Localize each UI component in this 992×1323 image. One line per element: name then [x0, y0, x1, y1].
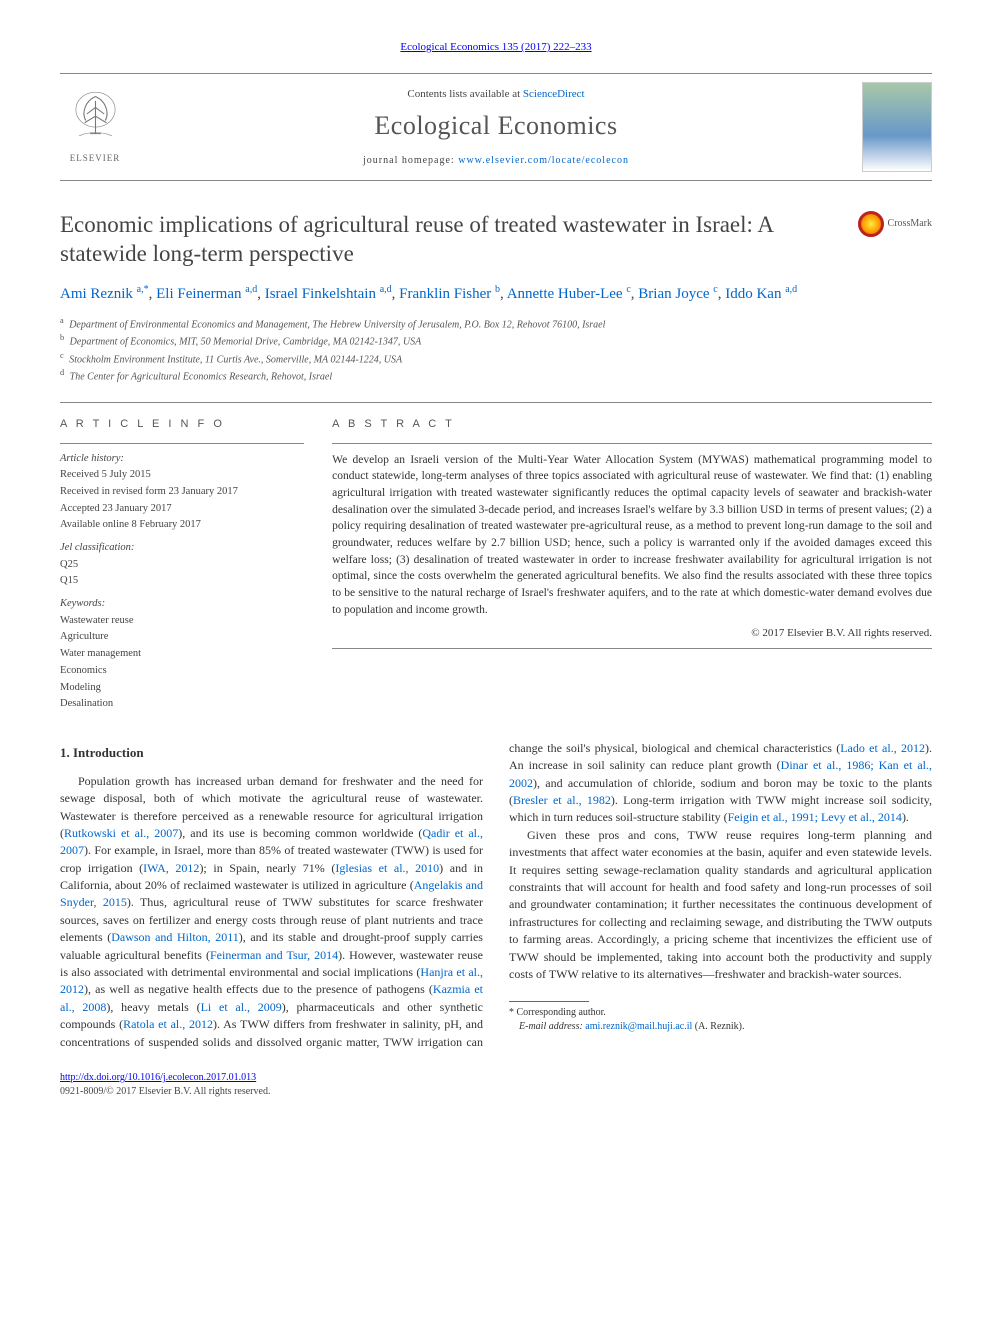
- citation-link[interactable]: Dawson and Hilton, 2011: [111, 930, 239, 944]
- history-item: Available online 8 February 2017: [60, 518, 304, 533]
- homepage-link[interactable]: www.elsevier.com/locate/ecolecon: [458, 155, 629, 166]
- doi-link[interactable]: http://dx.doi.org/10.1016/j.ecolecon.201…: [60, 1071, 932, 1085]
- citation-link[interactable]: Feigin et al., 1991; Levy et al., 2014: [728, 810, 902, 824]
- author-link[interactable]: Brian Joyce: [638, 286, 709, 302]
- author-link[interactable]: Eli Feinerman: [156, 286, 241, 302]
- author-link[interactable]: Annette Huber-Lee: [507, 286, 623, 302]
- email-line: E-mail address: ami.reznik@mail.huji.ac.…: [509, 1020, 932, 1034]
- keyword: Agriculture: [60, 630, 304, 645]
- keyword: Wastewater reuse: [60, 614, 304, 629]
- author-link[interactable]: Iddo Kan: [725, 286, 781, 302]
- crossmark-icon: [858, 211, 884, 237]
- keyword: Modeling: [60, 681, 304, 696]
- citation-link[interactable]: Iglesias et al., 2010: [335, 861, 439, 875]
- publisher-name: ELSEVIER: [70, 152, 121, 165]
- citation-link[interactable]: Lado et al., 2012: [840, 741, 925, 755]
- history-item: Received in revised form 23 January 2017: [60, 485, 304, 500]
- publisher-logo: ELSEVIER: [60, 87, 130, 167]
- homepage-prefix: journal homepage:: [363, 155, 458, 166]
- citation-link[interactable]: Bresler et al., 1982: [513, 793, 611, 807]
- journal-name: Ecological Economics: [130, 108, 862, 144]
- crossmark-label: CrossMark: [888, 217, 932, 231]
- footnotes: * Corresponding author. E-mail address: …: [509, 1006, 932, 1034]
- section-heading: 1. Introduction: [60, 744, 483, 763]
- crossmark-badge[interactable]: CrossMark: [858, 211, 932, 237]
- divider: [60, 402, 932, 403]
- citation-link[interactable]: IWA, 2012: [143, 861, 199, 875]
- history-label: Article history:: [60, 452, 304, 467]
- affiliation-d: The Center for Agricultural Economics Re…: [70, 371, 332, 382]
- citation-link[interactable]: Ratola et al., 2012: [123, 1017, 213, 1031]
- jel-label: Jel classification:: [60, 541, 304, 556]
- contents-line: Contents lists available at ScienceDirec…: [130, 87, 862, 102]
- abstract-copyright: © 2017 Elsevier B.V. All rights reserved…: [332, 626, 932, 641]
- affiliation-b: Department of Economics, MIT, 50 Memoria…: [70, 337, 422, 348]
- issn-line: 0921-8009/© 2017 Elsevier B.V. All right…: [60, 1085, 932, 1099]
- abstract-panel: A B S T R A C T We develop an Israeli ve…: [332, 417, 932, 714]
- keyword: Economics: [60, 664, 304, 679]
- footnote-rule: [509, 1001, 589, 1002]
- journal-ref-link[interactable]: Ecological Economics 135 (2017) 222–233: [400, 41, 591, 53]
- keywords-label: Keywords:: [60, 597, 304, 612]
- elsevier-tree-icon: [68, 90, 123, 150]
- keyword: Water management: [60, 647, 304, 662]
- paper-title: Economic implications of agricultural re…: [60, 211, 858, 269]
- affiliation-a: Department of Environmental Economics an…: [69, 319, 605, 330]
- history-item: Accepted 23 January 2017: [60, 502, 304, 517]
- corresponding-author-note: * Corresponding author.: [509, 1006, 932, 1020]
- email-link[interactable]: ami.reznik@mail.huji.ac.il: [585, 1021, 692, 1032]
- citation-link[interactable]: Li et al., 2009: [201, 1000, 282, 1014]
- sciencedirect-link[interactable]: ScienceDirect: [523, 88, 585, 100]
- history-item: Received 5 July 2015: [60, 468, 304, 483]
- article-info-heading: A R T I C L E I N F O: [60, 417, 304, 432]
- keyword: Desalination: [60, 697, 304, 712]
- abstract-body: We develop an Israeli version of the Mul…: [332, 452, 932, 619]
- citation-link[interactable]: Feinerman and Tsur, 2014: [210, 948, 338, 962]
- homepage-line: journal homepage: www.elsevier.com/locat…: [130, 154, 862, 168]
- journal-reference: Ecological Economics 135 (2017) 222–233: [60, 40, 932, 55]
- abstract-heading: A B S T R A C T: [332, 417, 932, 432]
- jel-code: Q25: [60, 558, 304, 573]
- author-link[interactable]: Franklin Fisher: [399, 286, 491, 302]
- body-paragraph: Given these pros and cons, TWW reuse req…: [509, 827, 932, 984]
- author-link[interactable]: Ami Reznik: [60, 286, 133, 302]
- authors-list: Ami Reznik a,*, Eli Feinerman a,d, Israe…: [60, 283, 932, 305]
- masthead: ELSEVIER Contents lists available at Sci…: [60, 73, 932, 181]
- affiliation-c: Stockholm Environment Institute, 11 Curt…: [69, 354, 402, 365]
- contents-prefix: Contents lists available at: [407, 88, 522, 100]
- journal-cover-thumbnail: [862, 82, 932, 172]
- article-info-panel: A R T I C L E I N F O Article history: R…: [60, 417, 304, 714]
- jel-code: Q15: [60, 574, 304, 589]
- citation-link[interactable]: Rutkowski et al., 2007: [64, 826, 178, 840]
- author-link[interactable]: Israel Finkelshtain: [265, 286, 376, 302]
- affiliations: a Department of Environmental Economics …: [60, 315, 932, 384]
